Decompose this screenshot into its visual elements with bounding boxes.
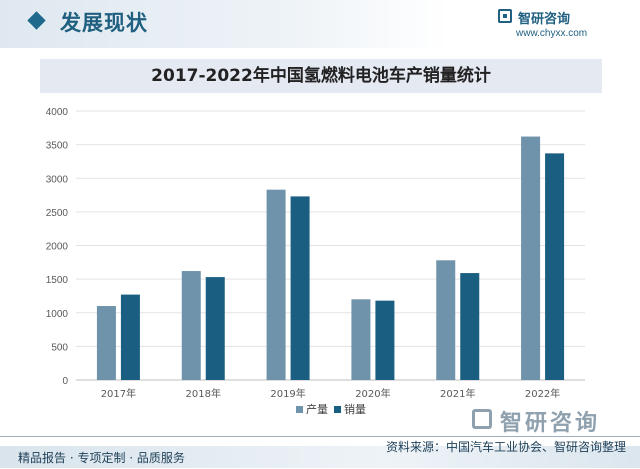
bar-sales — [205, 277, 225, 380]
bar-production — [181, 271, 201, 380]
watermark-icon — [472, 409, 492, 429]
bar-sales — [290, 196, 310, 380]
bar-production — [351, 299, 371, 380]
chart-title-banner: 2017-2022年中国氢燃料电池车产销量统计 — [40, 59, 602, 93]
y-tick-label: 1500 — [46, 275, 69, 286]
bar-production — [96, 306, 116, 380]
x-tick-label: 2022年 — [525, 387, 560, 400]
x-tick-label: 2018年 — [186, 387, 221, 400]
bar-production — [266, 189, 286, 380]
x-tick-label: 2017年 — [101, 387, 136, 400]
watermark-brand-name: 智研咨询 — [500, 411, 601, 436]
bar-production — [436, 260, 456, 380]
bar-chart: 0 500 1000 1500 2000 2500 3000 3500 4000 2017年 201… — [46, 107, 585, 416]
y-tick-label: 2500 — [46, 208, 69, 219]
footer-tagline: 精品报告 · 专项定制 · 品质服务 — [18, 451, 185, 465]
bar-sales — [545, 153, 565, 380]
brand-logo: 智研咨询 www.chyxx.com — [498, 8, 618, 42]
bar-sales — [120, 294, 140, 380]
brand-icon — [498, 9, 512, 23]
watermark-logo: 智研咨询 — [472, 405, 632, 436]
legend-swatch — [334, 406, 341, 413]
y-tick-label: 500 — [51, 342, 68, 353]
chart-title: 2017-2022年中国氢燃料电池车产销量统计 — [151, 66, 491, 86]
y-tick-label: 0 — [62, 376, 68, 387]
y-tick-label: 4000 — [46, 107, 69, 118]
legend-label: 产量 — [306, 402, 328, 416]
brand-url: www.chyxx.com — [516, 28, 588, 39]
footer-bar — [0, 446, 640, 468]
bar-production — [521, 136, 541, 380]
bar-sales — [460, 273, 480, 380]
legend-swatch — [296, 406, 303, 413]
x-tick-label: 2021年 — [440, 387, 475, 400]
x-tick-label: 2020年 — [355, 387, 390, 400]
legend-label: 销量 — [344, 402, 366, 416]
bar-sales — [375, 300, 395, 380]
brand-name: 智研咨询 — [518, 12, 571, 27]
diamond-icon — [27, 11, 46, 30]
y-tick-label: 3000 — [46, 174, 69, 185]
y-tick-label: 2000 — [46, 242, 69, 253]
y-tick-label: 3500 — [46, 141, 69, 152]
section-title: 发展现状 — [60, 11, 148, 35]
footer-source: 资料来源：中国汽车工业协会、智研咨询整理 — [385, 440, 626, 454]
x-tick-label: 2019年 — [270, 387, 305, 400]
header-band: 发展现状 智研咨询 www.chyxx.com — [0, 0, 640, 48]
y-tick-label: 1000 — [46, 309, 69, 320]
